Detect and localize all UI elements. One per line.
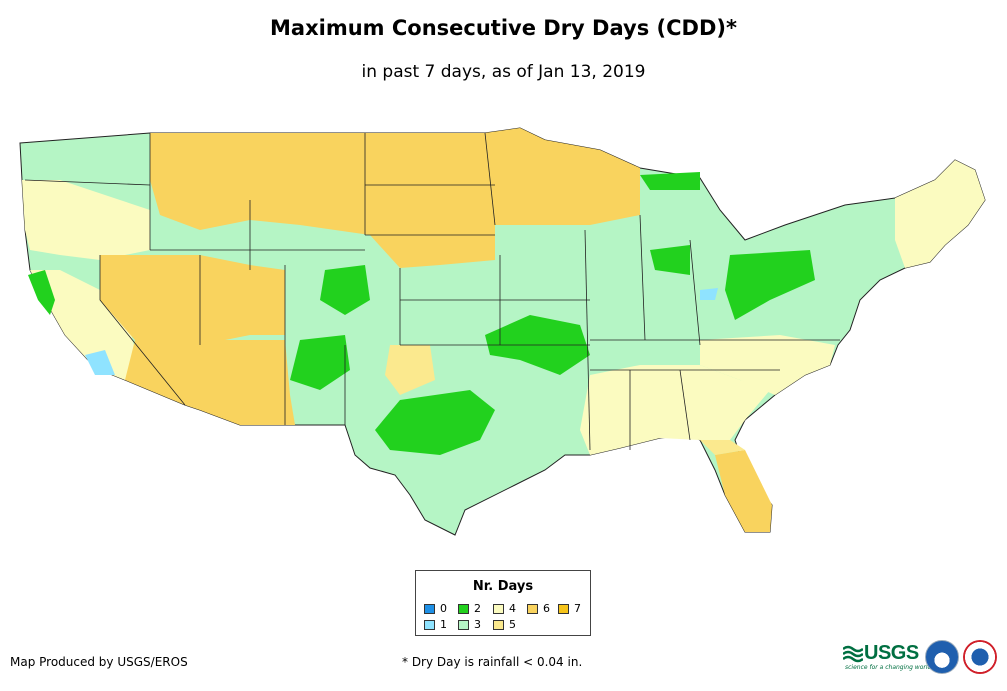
legend: Nr. Days 0 1 2 3 4 5 6 7	[415, 570, 591, 636]
zone-6-northern-plains	[150, 128, 640, 268]
legend-label-4: 4	[509, 602, 516, 615]
legend-item-0: 0	[424, 602, 447, 615]
legend-label-6: 6	[543, 602, 550, 615]
usgs-wordmark: USGS	[864, 642, 919, 664]
zone-4-carolinas	[700, 335, 835, 395]
legend-item-3: 3	[458, 618, 481, 631]
legend-label-0: 0	[440, 602, 447, 615]
map-subtitle: in past 7 days, as of Jan 13, 2019	[361, 62, 646, 82]
zone-2-great-lakes	[650, 245, 690, 275]
zone-1-ohio	[700, 288, 718, 300]
zone-4-west	[22, 180, 150, 260]
legend-label-2: 2	[474, 602, 481, 615]
legend-label-3: 3	[474, 618, 481, 631]
legend-swatch-6	[527, 603, 538, 614]
legend-label-1: 1	[440, 618, 447, 631]
zone-1-southern-california	[85, 350, 115, 375]
zone-6-florida	[715, 450, 772, 532]
legend-item-6: 6	[527, 602, 550, 615]
legend-swatch-3	[458, 619, 469, 630]
zone-5-south-texas-panhandle	[385, 345, 435, 395]
zone-4-newengland	[895, 160, 985, 268]
legend-title: Nr. Days	[472, 579, 534, 594]
legend-swatch-1	[424, 619, 435, 630]
zone-2-texas	[375, 390, 495, 455]
legend-item-2: 2	[458, 602, 481, 615]
zone-2-california	[28, 270, 55, 315]
legend-item-4: 4	[493, 602, 516, 615]
zone-2-new-mexico	[290, 335, 350, 390]
legend-item-1: 1	[424, 618, 447, 631]
legend-swatch-2	[458, 603, 469, 614]
national-weather-service-logo-icon	[963, 640, 997, 674]
legend-item-7: 7	[558, 602, 581, 615]
zone-6-southwest	[185, 340, 295, 425]
zone-4-california	[30, 270, 140, 380]
legend-item-5: 5	[493, 618, 516, 631]
usgs-wave-icon	[843, 645, 863, 663]
zone-4-southeast	[580, 365, 770, 455]
zone-2-colorado	[320, 265, 370, 315]
usgs-tagline: science for a changing world	[845, 664, 932, 671]
zone-6-great-basin	[100, 255, 285, 405]
noaa-logo-icon	[925, 640, 959, 674]
legend-swatch-7	[558, 603, 569, 614]
zone-5-florida-coast	[700, 440, 745, 455]
legend-label-5: 5	[509, 618, 516, 631]
map-credit: Map Produced by USGS/EROS	[10, 655, 188, 669]
map-title: Maximum Consecutive Dry Days (CDD)*	[270, 16, 737, 40]
legend-swatch-5	[493, 619, 504, 630]
legend-label-7: 7	[574, 602, 581, 615]
legend-swatch-0	[424, 603, 435, 614]
dry-day-footnote: * Dry Day is rainfall < 0.04 in.	[402, 655, 583, 669]
legend-swatch-4	[493, 603, 504, 614]
zone-2-ohio-valley	[725, 250, 815, 320]
state-borders	[24, 132, 840, 451]
zone-2-upper-michigan	[640, 172, 700, 190]
